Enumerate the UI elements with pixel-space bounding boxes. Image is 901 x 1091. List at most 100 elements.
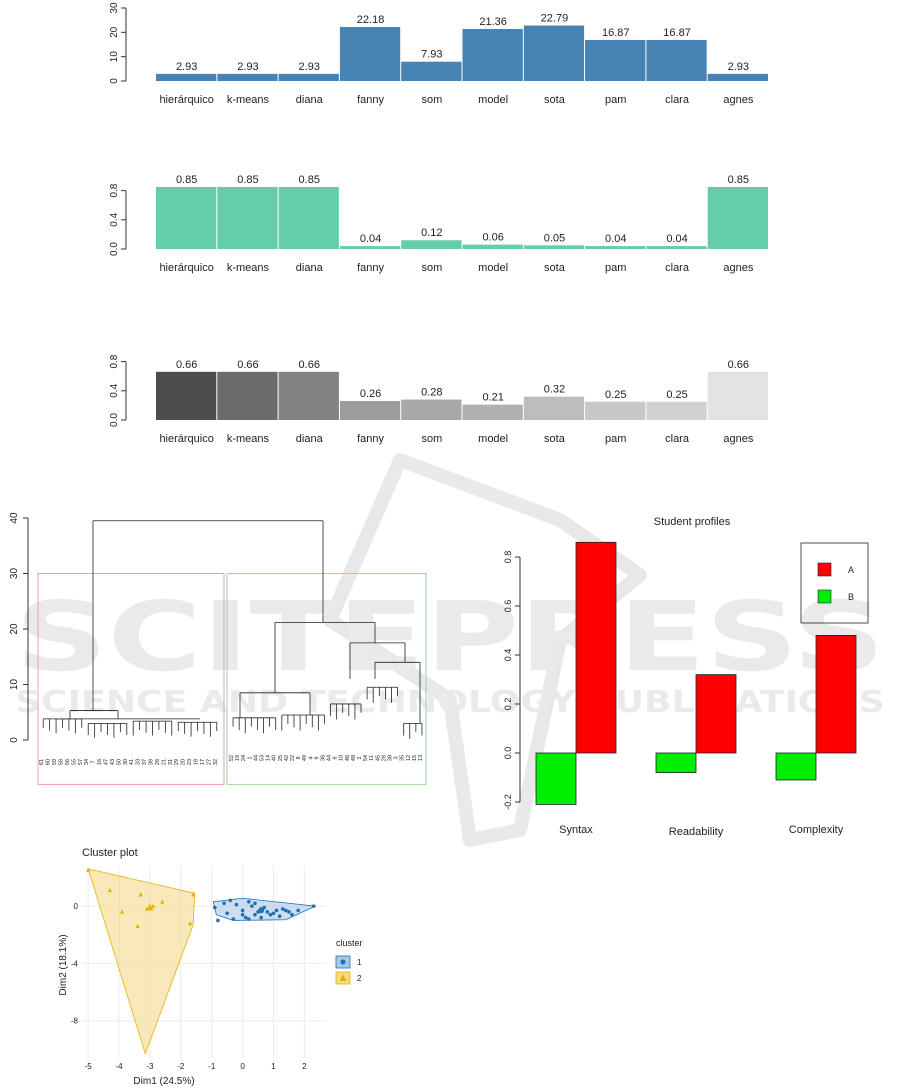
leaf-label: 20 xyxy=(181,759,187,765)
cluster-box-2 xyxy=(226,573,427,785)
category-label: model xyxy=(478,433,508,445)
cluster-point xyxy=(85,867,91,873)
leaf-label: 21 xyxy=(161,759,167,765)
leaf-label: 41 xyxy=(129,759,135,765)
category-label: k-means xyxy=(227,262,270,274)
bar xyxy=(217,186,278,249)
leaf-label: 29 xyxy=(174,759,180,765)
bar-value-label: 0.66 xyxy=(299,359,320,371)
cluster-point xyxy=(150,903,156,908)
category-label: sota xyxy=(544,262,566,274)
bar xyxy=(462,404,523,420)
category-label: diana xyxy=(296,262,324,274)
leaf-label: 58 xyxy=(59,759,65,765)
leaf-label: 1 xyxy=(247,756,253,759)
leaf-label: 37 xyxy=(142,759,148,765)
category-label: fanny xyxy=(357,433,384,445)
leaf-label: 55 xyxy=(71,759,77,765)
leaf-label: 38 xyxy=(387,755,393,761)
cluster-point xyxy=(268,912,273,917)
bar xyxy=(523,396,585,420)
bar xyxy=(707,371,768,420)
leaf-label: 12 xyxy=(406,755,412,761)
leaf-label: 54 xyxy=(363,755,369,761)
cluster-point xyxy=(250,904,254,908)
category-label: hierárquico xyxy=(159,94,213,106)
y-tick-label: 0.0 xyxy=(109,242,120,256)
watermark: SCITEPRESS SCIENCE AND TECHNOLOGY PUBLIC… xyxy=(15,453,885,847)
category-label: clara xyxy=(665,433,690,445)
cluster-point xyxy=(296,908,301,913)
leaf-label: 6 xyxy=(333,756,339,759)
category-label: fanny xyxy=(357,94,384,106)
category-label: som xyxy=(421,433,442,445)
x-tick-label: 2 xyxy=(302,1062,307,1071)
x-tick-label: -5 xyxy=(85,1062,93,1071)
x-tick-label: -3 xyxy=(146,1062,154,1071)
cluster-point xyxy=(274,908,279,913)
bar-value-label: 0.25 xyxy=(666,389,687,401)
legend-label: 1 xyxy=(357,958,362,967)
category-label: model xyxy=(478,262,508,274)
bar xyxy=(462,29,523,81)
cluster-point xyxy=(160,899,165,904)
legend-swatch xyxy=(817,589,832,604)
category-label: k-means xyxy=(227,433,270,445)
category-label: som xyxy=(421,262,442,274)
bar xyxy=(523,25,585,81)
cluster-point xyxy=(228,898,233,903)
bar xyxy=(585,401,646,420)
cluster-point xyxy=(265,910,270,914)
leaf-label: 47 xyxy=(104,759,110,765)
leaf-label: 44 xyxy=(253,755,259,761)
bar xyxy=(585,246,646,249)
leaf-label: 27 xyxy=(206,759,212,765)
bar-value-label: 0.04 xyxy=(605,233,626,245)
chart-title: Cluster plot xyxy=(82,847,138,859)
bar xyxy=(339,401,401,420)
category-label: hierárquico xyxy=(159,262,213,274)
legend-box xyxy=(800,542,869,624)
bar xyxy=(217,73,278,81)
leaf-label: 39 xyxy=(149,759,155,765)
cluster-point xyxy=(284,908,288,913)
y-tick-label: -8 xyxy=(71,1017,79,1026)
y-tick-label: 0.2 xyxy=(503,698,513,711)
cluster-point xyxy=(280,907,285,911)
x-tick-label: -2 xyxy=(177,1062,185,1071)
bar xyxy=(156,73,217,81)
y-tick-label: 30 xyxy=(9,568,20,580)
profile-bar xyxy=(575,541,617,754)
y-tick-label: 0 xyxy=(74,902,79,911)
category-label: clara xyxy=(665,262,690,274)
leaf-label: 32 xyxy=(213,759,219,765)
x-tick-label: 1 xyxy=(271,1062,276,1071)
bar xyxy=(156,186,217,249)
cluster-point xyxy=(246,917,251,921)
bar-value-label: 0.85 xyxy=(176,174,197,186)
y-tick-label: 0 xyxy=(9,737,20,743)
legend-label: A xyxy=(848,565,854,575)
category-label: clara xyxy=(665,94,690,106)
y-tick-label: -0.2 xyxy=(503,794,513,810)
category-label: agnes xyxy=(723,262,753,274)
leaf-label: 31 xyxy=(168,759,174,765)
leaf-label: 15 xyxy=(412,755,418,761)
bar-value-label: 2.93 xyxy=(728,61,749,73)
bar xyxy=(646,401,707,420)
leaf-label: 46 xyxy=(345,755,351,761)
profile-bar xyxy=(535,752,577,805)
leaf-label: 49 xyxy=(302,755,308,761)
cluster-point xyxy=(222,901,226,906)
leaf-label: 48 xyxy=(351,755,357,761)
cluster-box-1 xyxy=(37,573,225,785)
bar-value-label: 0.85 xyxy=(299,174,320,186)
cluster-point xyxy=(190,892,196,897)
leaf-label: 9 xyxy=(314,756,320,759)
bar-value-label: 0.04 xyxy=(360,233,381,245)
cluster-point xyxy=(253,912,257,917)
y-tick-label: 0.8 xyxy=(109,354,120,368)
leaf-label: 13 xyxy=(418,755,424,761)
bar xyxy=(707,186,768,249)
y-tick-label: 10 xyxy=(109,51,120,63)
